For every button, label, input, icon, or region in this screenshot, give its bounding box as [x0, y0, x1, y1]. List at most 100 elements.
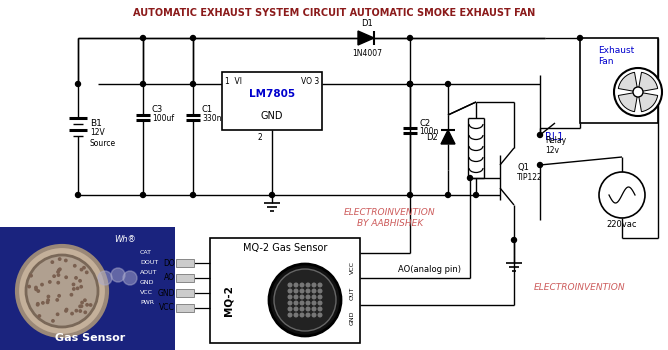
- Text: C1: C1: [202, 105, 213, 114]
- Wedge shape: [638, 72, 658, 92]
- Circle shape: [300, 313, 304, 317]
- Circle shape: [49, 281, 51, 283]
- Bar: [176, 289, 194, 297]
- Circle shape: [65, 259, 67, 262]
- Circle shape: [306, 283, 310, 287]
- Circle shape: [306, 307, 310, 311]
- Circle shape: [312, 301, 316, 305]
- Circle shape: [75, 276, 77, 279]
- Circle shape: [28, 285, 30, 288]
- Circle shape: [312, 295, 316, 299]
- Text: AO(analog pin): AO(analog pin): [399, 265, 462, 274]
- Circle shape: [46, 301, 49, 303]
- Circle shape: [294, 313, 298, 317]
- Circle shape: [274, 269, 336, 331]
- Circle shape: [446, 193, 450, 197]
- Circle shape: [269, 264, 341, 336]
- Circle shape: [37, 303, 39, 305]
- Circle shape: [111, 268, 125, 282]
- Circle shape: [306, 313, 310, 317]
- Circle shape: [65, 276, 67, 279]
- Text: DOUT: DOUT: [140, 260, 158, 266]
- Wedge shape: [619, 72, 638, 92]
- Circle shape: [318, 313, 322, 317]
- Text: ELECTROINVENTION
BY AABHISHEK: ELECTROINVENTION BY AABHISHEK: [344, 208, 436, 228]
- Circle shape: [407, 193, 413, 197]
- Circle shape: [294, 301, 298, 305]
- Circle shape: [312, 283, 316, 287]
- Text: OUT: OUT: [349, 286, 355, 300]
- Text: Q1: Q1: [517, 163, 529, 172]
- Circle shape: [294, 307, 298, 311]
- Circle shape: [83, 266, 86, 269]
- Circle shape: [300, 289, 304, 293]
- Circle shape: [56, 299, 58, 301]
- Circle shape: [538, 133, 542, 138]
- Circle shape: [57, 274, 59, 276]
- Text: MQ-2 Gas Sensor: MQ-2 Gas Sensor: [242, 243, 327, 253]
- Polygon shape: [441, 130, 455, 144]
- Circle shape: [312, 307, 316, 311]
- Text: LM7805: LM7805: [249, 89, 295, 99]
- Text: PWR: PWR: [140, 301, 154, 306]
- Circle shape: [71, 313, 73, 315]
- Text: DO: DO: [163, 259, 175, 267]
- Circle shape: [407, 35, 413, 41]
- Circle shape: [37, 303, 39, 306]
- Text: MQ-2: MQ-2: [223, 285, 233, 316]
- Circle shape: [407, 82, 413, 86]
- Circle shape: [318, 289, 322, 293]
- Bar: [222, 72, 322, 130]
- Circle shape: [86, 271, 88, 274]
- Text: GND: GND: [349, 311, 355, 325]
- Text: 220vac: 220vac: [607, 220, 637, 229]
- Text: ELECTROINVENTION: ELECTROINVENTION: [534, 284, 626, 293]
- Text: D1: D1: [361, 19, 373, 28]
- Circle shape: [294, 283, 298, 287]
- Circle shape: [140, 35, 146, 41]
- Circle shape: [190, 35, 196, 41]
- Circle shape: [75, 309, 77, 312]
- Circle shape: [288, 283, 292, 287]
- Text: AUTOMATIC EXHAUST SYSTEM CIRCUIT AUTOMATIC SMOKE EXHAUST FAN: AUTOMATIC EXHAUST SYSTEM CIRCUIT AUTOMAT…: [133, 8, 535, 18]
- Bar: [0, 227, 175, 350]
- Circle shape: [37, 290, 39, 292]
- Circle shape: [140, 82, 146, 86]
- Text: D2: D2: [426, 133, 438, 141]
- Circle shape: [51, 320, 54, 322]
- Text: VO 3: VO 3: [301, 77, 319, 86]
- Circle shape: [512, 238, 516, 243]
- Circle shape: [53, 275, 55, 278]
- Circle shape: [288, 301, 292, 305]
- Circle shape: [318, 307, 322, 311]
- Bar: [210, 238, 360, 343]
- Polygon shape: [358, 31, 374, 45]
- Circle shape: [41, 302, 44, 304]
- Text: VCC: VCC: [159, 303, 175, 313]
- Circle shape: [269, 193, 275, 197]
- Circle shape: [288, 295, 292, 299]
- Circle shape: [38, 315, 41, 317]
- Text: Wh®: Wh®: [114, 235, 136, 244]
- Circle shape: [47, 299, 49, 301]
- Circle shape: [599, 172, 645, 218]
- Circle shape: [538, 162, 542, 168]
- Circle shape: [41, 284, 43, 286]
- Wedge shape: [638, 92, 658, 112]
- Circle shape: [80, 286, 82, 288]
- Circle shape: [57, 269, 60, 271]
- Wedge shape: [619, 92, 638, 112]
- Circle shape: [65, 310, 67, 312]
- Circle shape: [80, 305, 83, 307]
- Circle shape: [81, 301, 84, 304]
- Circle shape: [26, 255, 98, 327]
- Circle shape: [70, 294, 73, 296]
- Circle shape: [59, 268, 61, 271]
- Circle shape: [57, 281, 59, 284]
- Circle shape: [140, 193, 146, 197]
- Text: 1N4007: 1N4007: [352, 49, 382, 58]
- Circle shape: [59, 258, 61, 260]
- Circle shape: [294, 295, 298, 299]
- Circle shape: [73, 288, 75, 290]
- Text: 2: 2: [257, 133, 262, 141]
